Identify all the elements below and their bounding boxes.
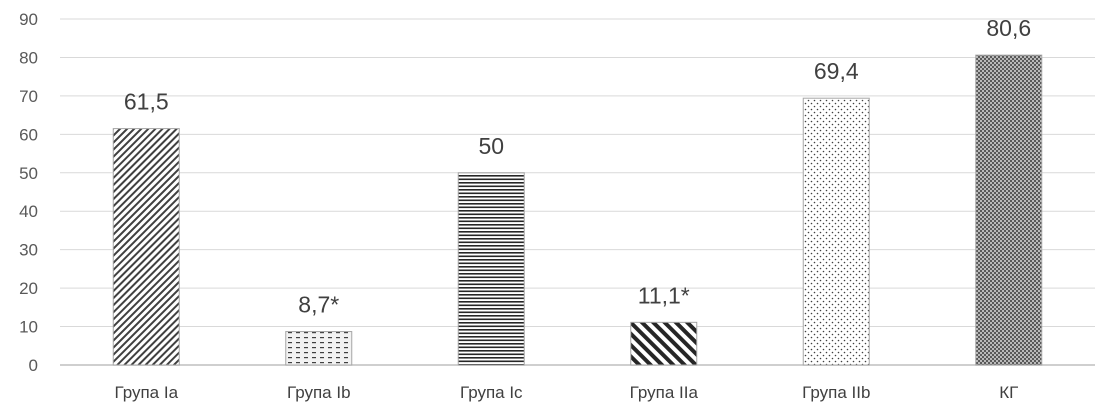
x-axis: Група Ia Група Ib Група Ic Група IIa Група I… <box>114 383 1018 402</box>
bar <box>975 54 1043 366</box>
bar <box>285 331 353 366</box>
x-tick-label: Група IIa <box>630 383 699 402</box>
gridlines <box>60 18 1095 328</box>
data-label: 50 <box>478 133 504 159</box>
data-labels: 61,5 8,7* 50 11,1* 69,4 80,6 <box>124 15 1031 317</box>
data-label: 11,1* <box>638 282 690 308</box>
x-tick-label: КГ <box>999 383 1018 402</box>
y-tick-label: 50 <box>19 164 38 183</box>
x-tick-label: Група Ia <box>114 383 178 402</box>
y-axis: 0 10 20 30 40 50 60 70 80 90 <box>19 10 1095 375</box>
y-tick-label: 60 <box>19 125 38 144</box>
y-tick-label: 0 <box>29 356 38 375</box>
data-label: 69,4 <box>814 58 859 84</box>
bar <box>112 128 180 366</box>
data-label: 61,5 <box>124 89 169 115</box>
y-tick-label: 80 <box>19 48 38 67</box>
y-tick-label: 70 <box>19 87 38 106</box>
y-tick-label: 40 <box>19 202 38 221</box>
y-tick-label: 30 <box>19 241 38 260</box>
bar <box>457 172 525 366</box>
data-label: 8,7* <box>298 292 339 318</box>
data-label: 80,6 <box>986 15 1031 41</box>
x-tick-label: Група Ib <box>287 383 351 402</box>
bars <box>112 54 1043 366</box>
x-tick-label: Група IIb <box>802 383 870 402</box>
bar <box>630 321 698 366</box>
y-tick-label: 20 <box>19 279 38 298</box>
x-tick-label: Група Ic <box>460 383 523 402</box>
y-tick-label: 90 <box>19 10 38 29</box>
y-tick-label: 10 <box>19 318 38 337</box>
bar <box>802 97 870 366</box>
